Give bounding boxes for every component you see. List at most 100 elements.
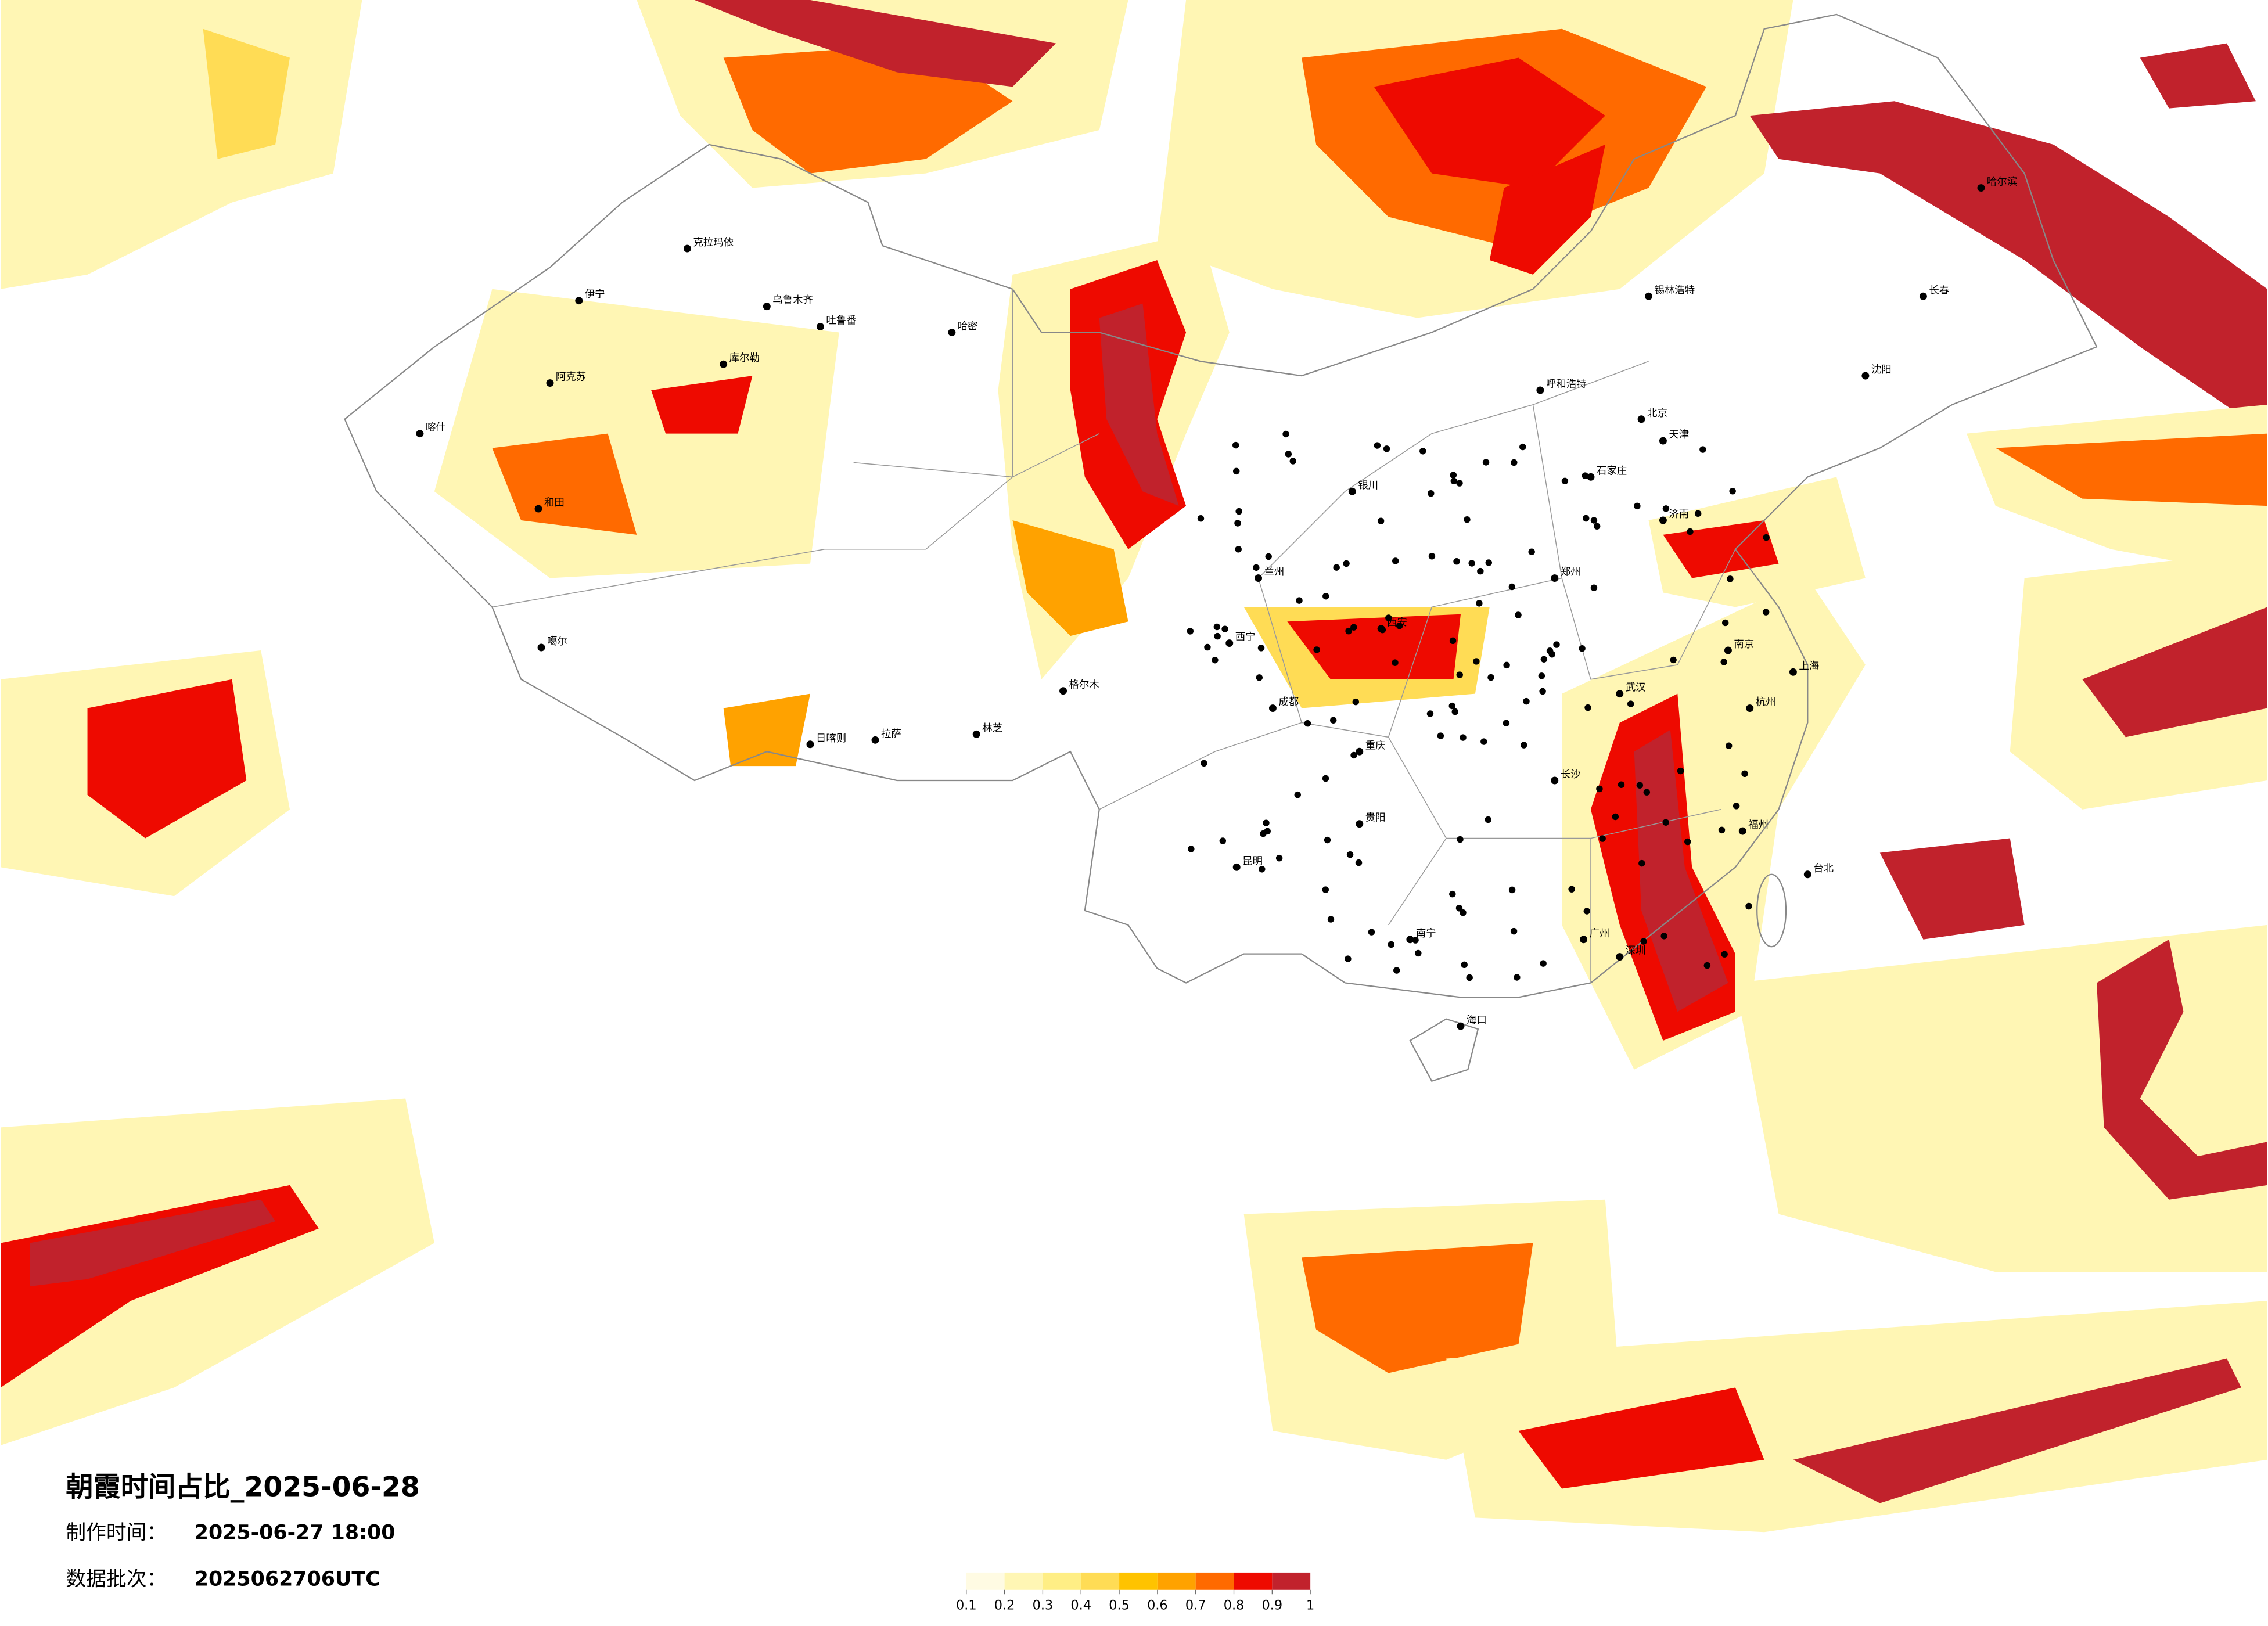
station-dot [1694, 510, 1702, 517]
city-dot [537, 643, 545, 652]
station-dot [1511, 459, 1518, 466]
station-dot [1368, 929, 1375, 936]
province-borders [492, 289, 1736, 983]
colorbar-swatch [1043, 1572, 1081, 1590]
city-label: 沈阳 [1871, 364, 1892, 376]
station-dot [1350, 624, 1357, 631]
field-blob [1099, 303, 1179, 506]
station-dot [1428, 553, 1436, 560]
station-dot [1725, 742, 1733, 749]
station-dot [1546, 647, 1554, 654]
station-dot [1466, 974, 1473, 981]
field-blob [723, 693, 810, 767]
colorbar-tick-label: 0.6 [1147, 1598, 1168, 1613]
city-dot [416, 430, 424, 438]
station-dot [1510, 927, 1518, 935]
station-dot [1327, 916, 1335, 923]
station-dot [1449, 637, 1457, 645]
city-dot [1919, 292, 1927, 300]
field-blob [1879, 838, 2025, 940]
city-dot [948, 328, 956, 336]
station-dot [1485, 816, 1492, 823]
station-dot [1762, 609, 1770, 616]
station-dot [1426, 710, 1434, 717]
city-dot [871, 736, 879, 744]
station-dot [1596, 785, 1603, 793]
station-dot [1745, 902, 1752, 910]
station-dot [1257, 645, 1265, 652]
station-dot [1514, 974, 1521, 981]
station-dot [1313, 646, 1320, 653]
city-label: 噶尔 [547, 636, 567, 647]
station-dot [1219, 837, 1227, 844]
field-blob [1374, 57, 1605, 188]
colorbar-swatch [1234, 1572, 1273, 1590]
station-dot [1392, 659, 1399, 666]
colorbar-tick-label: 0.2 [994, 1598, 1015, 1613]
field-blob [492, 433, 637, 535]
station-dot [1322, 886, 1329, 893]
station-dot [1232, 441, 1239, 449]
station-dot [1538, 672, 1545, 679]
station-dot [1568, 886, 1575, 893]
city-label: 银川 [1358, 480, 1378, 491]
station-dot [1294, 791, 1301, 798]
station-dot [1456, 671, 1463, 678]
city-dot [1536, 386, 1544, 394]
city-dot [1268, 704, 1277, 713]
city-label: 格尔木 [1069, 679, 1099, 691]
station-dot [1461, 961, 1468, 969]
city-dot [720, 360, 728, 368]
station-dot [1448, 702, 1456, 710]
colorbar-swatch [1195, 1572, 1234, 1590]
city-dot [1406, 936, 1414, 944]
station-dot [1355, 859, 1363, 866]
city-label: 呼和浩特 [1546, 379, 1587, 390]
station-dot [1282, 430, 1289, 438]
batch-value: 2025062706UTC [195, 1567, 380, 1591]
city-label: 西宁 [1235, 632, 1256, 643]
station-dot [1304, 720, 1311, 727]
city-dot [1659, 437, 1667, 445]
made-time-label: 制作时间： [66, 1521, 167, 1545]
city-dot [1977, 184, 1985, 192]
city-label: 北京 [1647, 408, 1667, 419]
station-dot [1232, 467, 1240, 475]
city-label: 库尔勒 [729, 352, 760, 364]
station-dot [1345, 955, 1352, 962]
station-dot [1485, 559, 1492, 566]
station-dot [1677, 767, 1684, 775]
station-dot [1508, 583, 1516, 591]
city-dot [1356, 820, 1364, 828]
colorbar-tick-label: 0.8 [1224, 1598, 1245, 1613]
field-blob [87, 679, 247, 839]
station-dot [1763, 534, 1770, 541]
city-label: 重庆 [1365, 740, 1386, 751]
station-dot [1415, 949, 1422, 957]
city-dot [1746, 704, 1754, 713]
station-dot [1612, 813, 1619, 821]
station-dot [1275, 854, 1283, 862]
city-dot [972, 730, 980, 738]
station-dot [1259, 866, 1266, 873]
field-blob [1735, 924, 2267, 1272]
station-dot [1322, 775, 1329, 782]
station-dot [1264, 828, 1271, 835]
field-blob [1634, 729, 1728, 1012]
colorbar-tick-label: 0.9 [1262, 1598, 1283, 1613]
station-dot [1703, 962, 1711, 969]
station-dot [1540, 960, 1547, 967]
city-label: 哈尔滨 [1987, 177, 2017, 188]
station-dot [1392, 557, 1399, 564]
city-label: 武汉 [1626, 682, 1646, 694]
station-dot [1437, 732, 1444, 739]
station-dot [1660, 933, 1667, 940]
station-dot [1718, 826, 1726, 834]
station-dot [1450, 472, 1457, 479]
station-dot [1583, 515, 1590, 522]
city-label: 福州 [1748, 819, 1769, 831]
station-dot [1213, 623, 1221, 631]
city-dot [1225, 639, 1234, 647]
station-dot [1468, 560, 1475, 567]
station-dot [1346, 851, 1354, 858]
